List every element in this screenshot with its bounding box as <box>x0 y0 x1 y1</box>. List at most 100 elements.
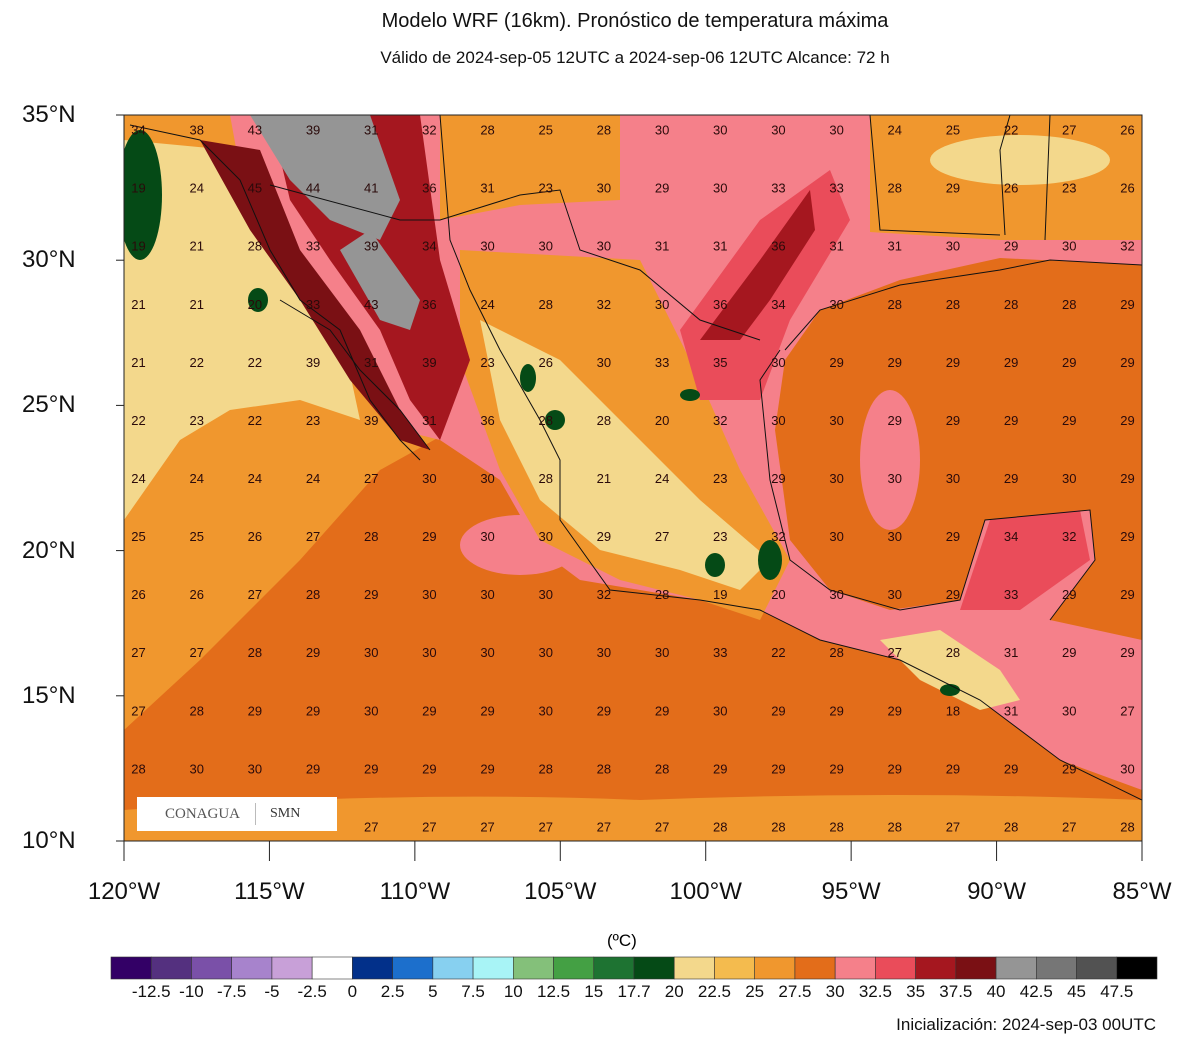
grid-value: 19 <box>131 181 145 196</box>
grid-value: 28 <box>131 761 145 776</box>
colorbar-label: 25 <box>745 982 765 1001</box>
colorbar-label: 7.5 <box>461 982 485 1001</box>
grid-value: 31 <box>422 413 436 428</box>
grid-value: 30 <box>829 123 843 138</box>
grid-value: 29 <box>829 761 843 776</box>
grid-value: 30 <box>422 471 436 486</box>
arizona-grey <box>250 115 400 240</box>
south-band <box>124 795 1142 841</box>
grid-value: 33 <box>306 239 320 254</box>
chiapas-tan <box>880 630 1020 710</box>
colorbar-swatch <box>754 956 796 980</box>
grid-value: 30 <box>597 181 611 196</box>
colorbar-swatch <box>432 956 474 980</box>
grid-value: 28 <box>829 819 843 834</box>
grid-value: 27 <box>1062 819 1076 834</box>
grid-value: 27 <box>655 819 669 834</box>
grid-value: 30 <box>771 123 785 138</box>
grid-value: 24 <box>655 471 669 486</box>
colorbar-label: 32.5 <box>858 982 892 1001</box>
logo-divider <box>255 803 256 825</box>
grid-value: 36 <box>422 297 436 312</box>
grid-value: 38 <box>189 123 203 138</box>
grid-value: 29 <box>771 761 785 776</box>
grid-value: 23 <box>1062 181 1076 196</box>
grid-value: 29 <box>480 761 494 776</box>
grid-value: 21 <box>189 297 203 312</box>
grid-value: 34 <box>771 297 785 312</box>
colorbar-swatch <box>1116 956 1158 980</box>
colorbar-swatch <box>673 956 715 980</box>
grid-value: 28 <box>189 703 203 718</box>
grid-value: 30 <box>539 587 553 602</box>
grid-value: 28 <box>1004 819 1018 834</box>
colorbar-swatch <box>110 956 152 980</box>
grid-value: 31 <box>829 239 843 254</box>
colorbar-label: 12.5 <box>536 982 571 1001</box>
colorbar-swatch <box>191 956 232 980</box>
grid-value: 30 <box>539 703 553 718</box>
grid-value: 30 <box>539 239 553 254</box>
agency-logos: CONAGUA SMN <box>137 797 337 831</box>
grid-value: 29 <box>655 181 669 196</box>
grid-value: 29 <box>1062 645 1076 660</box>
grid-value: 29 <box>888 355 902 370</box>
grid-value: 29 <box>1004 355 1018 370</box>
colorbar-label: 15 <box>584 982 604 1001</box>
grid-value: 26 <box>1120 123 1134 138</box>
grid-value: 27 <box>597 819 611 834</box>
grid-value: 30 <box>480 471 494 486</box>
colorbar <box>110 956 1158 980</box>
grid-value: 33 <box>1004 587 1018 602</box>
grid-value: 29 <box>306 645 320 660</box>
grid-value: 30 <box>946 471 960 486</box>
grid-value: 27 <box>480 819 494 834</box>
grid-value: 29 <box>946 181 960 196</box>
plateau-tan <box>480 320 770 590</box>
colorbar-label: 45 <box>1067 982 1086 1001</box>
grid-value: 22 <box>1004 123 1018 138</box>
grid-value: 29 <box>422 761 436 776</box>
us-southeast-tan <box>930 135 1110 185</box>
grid-value: 29 <box>422 703 436 718</box>
grid-value: 29 <box>946 529 960 544</box>
grid-value: 26 <box>1120 181 1134 196</box>
grid-value: 29 <box>597 703 611 718</box>
colorbar-label: 0 <box>347 982 358 1001</box>
grid-value: 43 <box>248 123 262 138</box>
grid-value: 27 <box>422 819 436 834</box>
grid-value: 24 <box>189 471 203 486</box>
grid-value: 21 <box>131 297 145 312</box>
grid-value: 29 <box>1120 471 1134 486</box>
grid-value: 28 <box>597 761 611 776</box>
grid-value: 22 <box>248 413 262 428</box>
colorbar-swatch <box>513 956 554 980</box>
map-subtitle: Válido de 2024-sep-05 12UTC a 2024-sep-0… <box>380 48 890 67</box>
grid-value: 20 <box>771 587 785 602</box>
grid-value: 19 <box>131 239 145 254</box>
grid-value: 28 <box>655 587 669 602</box>
lon-label: 110°W <box>379 878 451 905</box>
grid-value: 30 <box>248 761 262 776</box>
grid-value: 29 <box>771 703 785 718</box>
grid-value: 23 <box>539 181 553 196</box>
grid-value: 22 <box>189 355 203 370</box>
grid-value: 29 <box>364 587 378 602</box>
grid-value: 29 <box>946 587 960 602</box>
grid-value: 30 <box>539 529 553 544</box>
grid-value: 30 <box>655 645 669 660</box>
grid-value: 27 <box>306 529 320 544</box>
grid-value: 24 <box>131 471 145 486</box>
grid-value: 30 <box>597 355 611 370</box>
coastlines-borders <box>129 115 1142 801</box>
grid-value: 36 <box>771 239 785 254</box>
grid-value: 30 <box>422 645 436 660</box>
grid-value: 30 <box>655 297 669 312</box>
grid-value: 30 <box>655 123 669 138</box>
grid-value: 25 <box>131 529 145 544</box>
grid-value: 29 <box>1120 413 1134 428</box>
colorbar-swatch <box>352 956 393 980</box>
colorbar-label: 42.5 <box>1019 982 1053 1001</box>
pacific-green <box>124 130 162 260</box>
